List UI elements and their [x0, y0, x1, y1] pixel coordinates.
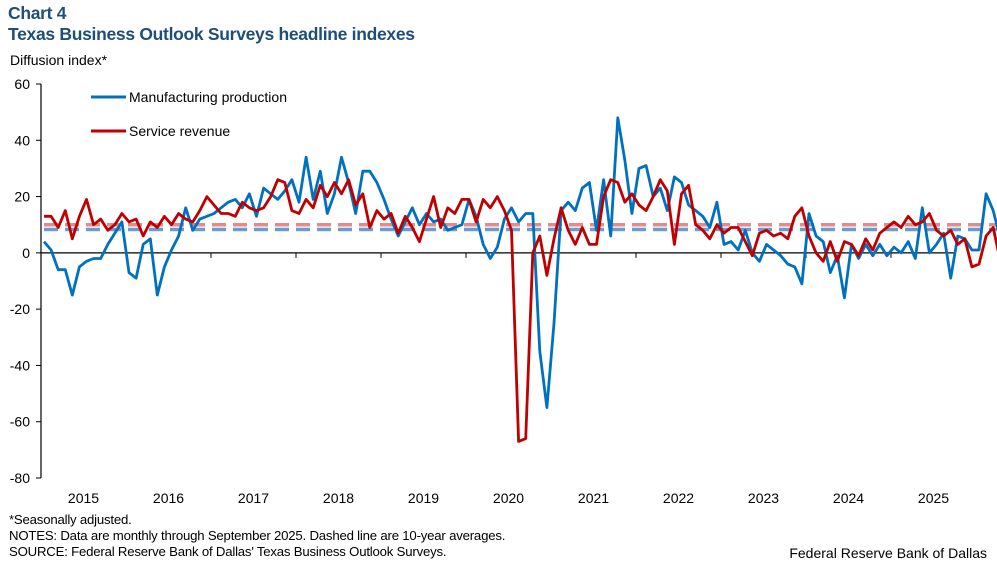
x-tick-label: 2024	[833, 490, 864, 506]
y-tick-label: -60	[10, 414, 30, 430]
y-axis-label: Diffusion index*	[10, 52, 108, 68]
x-tick-label: 2019	[408, 490, 439, 506]
y-tick-label: -40	[10, 357, 30, 373]
series-line-manufacturing-production	[42, 116, 997, 410]
y-tick-label: 60	[14, 76, 30, 92]
chart-number: Chart 4	[8, 3, 67, 23]
x-tick-label: 2017	[238, 490, 269, 506]
average-lines	[44, 222, 997, 232]
source-text: SOURCE: Federal Reserve Bank of Dallas' …	[9, 544, 447, 559]
x-tick-label: 2016	[153, 490, 184, 506]
x-tick-label: 2022	[663, 490, 694, 506]
y-tick-label: -20	[10, 301, 30, 317]
x-tick-label: 2023	[748, 490, 779, 506]
legend-label: Manufacturing production	[129, 89, 287, 105]
y-tick-label: -80	[10, 470, 30, 486]
y-tick-label: 20	[14, 189, 30, 205]
series-lines	[42, 116, 997, 443]
x-tick-label: 2018	[323, 490, 354, 506]
legend-label: Service revenue	[129, 123, 230, 139]
chart-title: Texas Business Outlook Surveys headline …	[8, 24, 415, 44]
x-tick-label: 2025	[918, 490, 949, 506]
footnote: *Seasonally adjusted.	[9, 512, 132, 527]
y-tick-label: 40	[14, 132, 30, 148]
axes: 60 40 20 0 -20 -40 -60 -80 2015 2016 2017 2018 2019 2…	[10, 76, 956, 506]
notes-text: NOTES: Data are monthly through Septembe…	[9, 528, 506, 543]
x-tick-label: 2020	[493, 490, 524, 506]
credit-text: Federal Reserve Bank of Dallas	[789, 545, 987, 561]
y-tick-label: 0	[22, 245, 30, 261]
x-tick-label: 2021	[578, 490, 609, 506]
series-line-service-revenue	[44, 178, 997, 443]
legend: Manufacturing production Service revenue	[91, 89, 287, 139]
x-tick-label: 2015	[68, 490, 99, 506]
